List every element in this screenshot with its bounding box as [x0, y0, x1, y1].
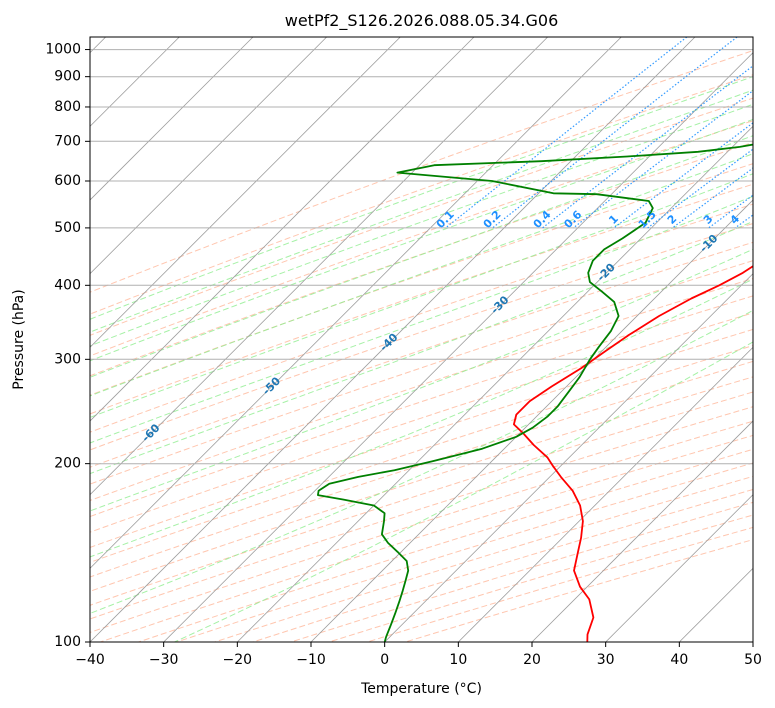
- x-tick-label: −10: [296, 652, 326, 668]
- y-tick-label: 600: [54, 173, 81, 189]
- x-tick-label: −30: [149, 652, 179, 668]
- y-tick-label: 900: [54, 69, 81, 85]
- mixing-ratio-line: [672, 167, 753, 229]
- dewpoint-profile-line: [317, 143, 753, 642]
- x-tick-label: 20: [523, 652, 541, 668]
- isotherm-line: [237, 125, 753, 642]
- x-tick-label: 30: [597, 652, 615, 668]
- x-tick-label: 50: [744, 652, 762, 668]
- mixing-ratio-line: [445, 37, 688, 229]
- chart-title: wetPf2_S126.2026.088.05.34.G06: [285, 11, 559, 31]
- y-tick-label: 100: [54, 634, 81, 650]
- x-tick-label: 10: [449, 652, 467, 668]
- mixing-ratio-line: [542, 65, 753, 229]
- isotherm-line: [90, 37, 327, 275]
- x-tick-label: −40: [75, 652, 105, 668]
- dry-adiabat-line: [90, 391, 753, 606]
- plot-frame: [89, 36, 754, 643]
- dry-adiabat-line: [90, 241, 753, 468]
- dry-adiabat-line: [90, 203, 753, 433]
- y-tick-label: 200: [54, 456, 81, 472]
- moist-adiabat-line: [90, 76, 753, 320]
- isotherm-line: [163, 52, 753, 642]
- x-tick-label: −20: [223, 652, 253, 668]
- mixing-ratio-line: [613, 122, 753, 229]
- dry-adiabat-line: [90, 141, 753, 377]
- y-tick-label: 500: [54, 220, 81, 236]
- moist-adiabat-line: [90, 278, 753, 558]
- isotherm-line: [90, 37, 548, 496]
- moist-adiabat-line: [90, 248, 753, 512]
- moist-adiabat-line: [90, 173, 753, 418]
- dry-adiabat-line: [90, 312, 753, 533]
- x-tick-label: 40: [670, 652, 688, 668]
- y-tick-label: 1000: [45, 42, 81, 58]
- isotherm-line: [531, 420, 753, 642]
- moist-adiabat-line: [90, 220, 753, 475]
- isotherm-line: [90, 37, 254, 201]
- axes: −40 −30 −20 −10 0 10 20 30 40 50 100 200 300 400 500 60…: [45, 42, 762, 668]
- moist-adiabat-line: [90, 89, 753, 333]
- isotherm-line: [605, 494, 753, 642]
- x-axis-label: Temperature (°C): [360, 681, 482, 697]
- isotherm-line: [310, 199, 753, 642]
- dry-adiabat-line: [90, 345, 753, 563]
- dry-adiabat-line: [90, 376, 753, 592]
- y-tick-label: 400: [54, 277, 81, 293]
- dry-adiabat-line: [90, 260, 753, 485]
- mixing-ratio-line: [492, 37, 738, 229]
- moist-adiabat-line: [90, 195, 753, 444]
- temperature-profile-line: [513, 265, 753, 642]
- isotherm-line: [90, 37, 475, 422]
- isotherm-line: [90, 37, 696, 642]
- dry-adiabat-line: [90, 295, 753, 518]
- y-tick-label: 800: [54, 99, 81, 115]
- isotherm-line: [90, 37, 622, 569]
- dry-adiabat-line: [90, 74, 753, 315]
- moist-adiabat-line: [90, 309, 753, 614]
- dry-adiabat-line: [90, 97, 753, 336]
- isotherm-line: [90, 37, 401, 348]
- isotherm-line: [458, 346, 753, 642]
- y-tick-label: 300: [54, 351, 81, 367]
- dry-adiabat-line: [90, 163, 753, 396]
- dry-adiabat-line: [90, 50, 753, 293]
- moist-adiabat-line: [90, 153, 753, 397]
- x-tick-label: 0: [380, 652, 389, 668]
- y-tick-label: 700: [54, 133, 81, 149]
- y-axis-label: Pressure (hPa): [11, 289, 27, 389]
- isotherm-line: [384, 273, 753, 642]
- dry-adiabat-line: [90, 183, 753, 415]
